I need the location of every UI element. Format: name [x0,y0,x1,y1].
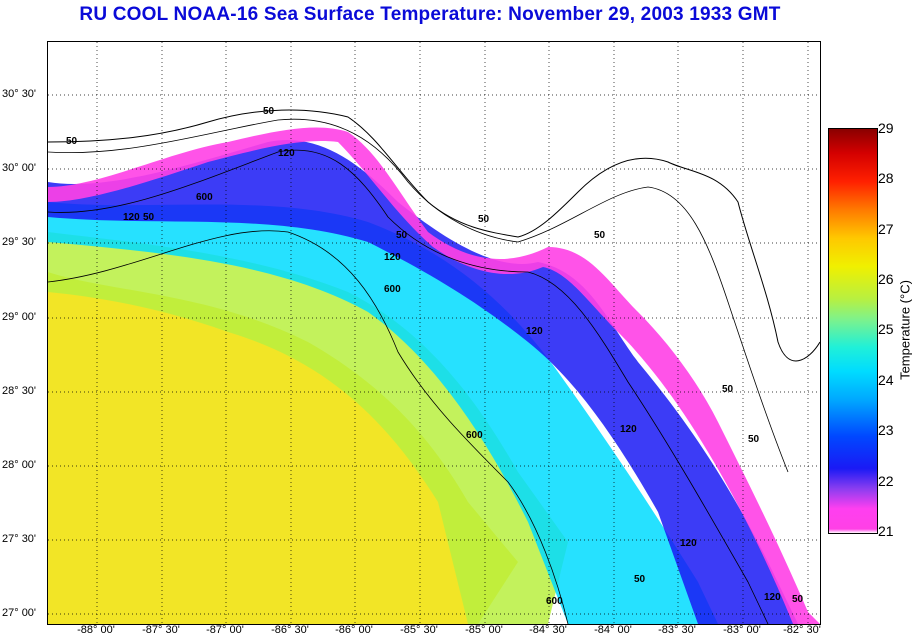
y-tick-label: 28° 00' [2,459,37,471]
contour-label: 50 [792,594,804,605]
contour-label: 50 [478,214,490,225]
contour-label: 50 [263,106,275,117]
y-tick-label: 30° 00' [2,162,37,174]
x-tick-label: -82° 30' [783,624,821,636]
x-tick-label: -87° 00' [206,624,244,636]
contour-label: 120 [764,592,781,603]
contour-label: 50 [722,384,734,395]
contour-label: 120 [384,252,401,263]
contour-label: 50 [748,434,760,445]
sst-warm-region [48,272,518,624]
x-tick-label: -86° 00' [335,624,373,636]
y-tick-label: 27° 00' [2,607,37,619]
y-tick-label: 28° 30' [2,385,37,397]
sst-cyan-region [48,202,718,624]
colorbar-tick: 27 [878,221,894,237]
contour-label: 120 [123,212,140,223]
land-area [48,42,820,361]
contour-label: 120 [278,148,295,159]
sst-map[interactable]: 50 50 120 600 120 50 50 50 120 600 120 6… [47,41,821,625]
colorbar-tick: 22 [878,473,894,489]
x-tick-label: -83° 00' [723,624,761,636]
x-tick-label: -86° 30' [271,624,309,636]
y-tick-label: 30° 30' [2,88,37,100]
isobath-120 [48,149,769,624]
graticule [48,42,820,624]
x-tick-label: -85° 00' [465,624,503,636]
y-tick-label: 27° 30' [2,533,37,545]
x-tick-label: -87° 30' [142,624,180,636]
contour-label: 50 [396,230,408,241]
colorbar-tick: 28 [878,170,894,186]
x-tick-label: -84° 00' [594,624,632,636]
y-tick-label: 29° 00' [2,311,37,323]
colorbar-tick: 29 [878,120,894,136]
y-tick-label: 29° 30' [2,236,37,248]
contour-label: 600 [466,430,483,441]
colorbar-label: Temperature (°C) [897,280,913,380]
contour-label: 120 [526,326,543,337]
sst-magenta-region [48,127,820,624]
x-tick-label: -83° 30' [658,624,696,636]
temperature-colorbar [828,128,878,534]
contour-label: 120 [620,424,637,435]
contour-label: 120 [680,538,697,549]
contour-label: 600 [546,596,563,607]
colorbar-tick: 26 [878,271,894,287]
sst-map-canvas: 50 50 120 600 120 50 50 50 120 600 120 6… [48,42,820,624]
x-tick-label: -84° 30' [529,624,567,636]
contour-label: 50 [634,574,646,585]
sst-yellowgreen-region [48,232,568,624]
contour-label: 50 [66,136,78,147]
isobath-50 [48,118,789,473]
contour-label: 600 [196,192,213,203]
colorbar-tick: 21 [878,523,894,539]
chart-title: RU COOL NOAA-16 Sea Surface Temperature:… [79,4,781,25]
coastline [48,109,820,362]
contour-label: 50 [143,212,155,223]
isobath-600 [48,230,569,624]
contour-label: 50 [594,230,606,241]
x-tick-label: -85° 30' [400,624,438,636]
colorbar-tick: 23 [878,422,894,438]
colorbar-tick: 24 [878,372,894,388]
contour-label: 600 [384,284,401,295]
x-tick-label: -88° 00' [77,624,115,636]
colorbar-tick: 25 [878,321,894,337]
